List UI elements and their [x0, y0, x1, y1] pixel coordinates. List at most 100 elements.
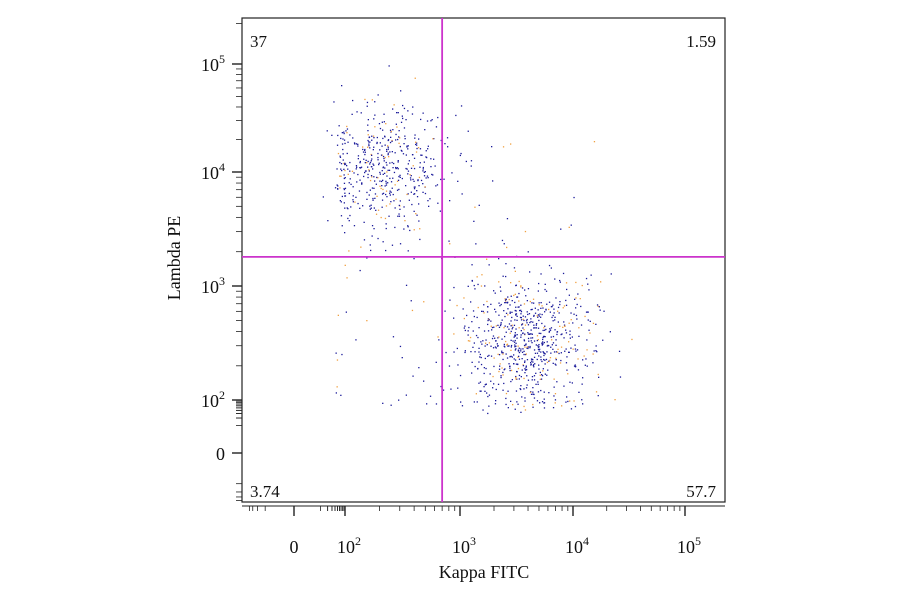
- data-point-300: [384, 217, 387, 220]
- data-point-1076: [491, 329, 493, 331]
- data-point-1200: [541, 360, 543, 363]
- data-point-49: [384, 156, 386, 159]
- data-point-1291: [544, 311, 546, 313]
- data-point-1298: [587, 319, 589, 321]
- data-point-91: [422, 112, 424, 114]
- data-point-832: [513, 324, 516, 326]
- data-point-728: [490, 303, 492, 305]
- data-point-697: [473, 284, 475, 287]
- data-point-817: [516, 319, 518, 321]
- data-point-309: [433, 138, 435, 140]
- data-point-969: [481, 343, 483, 345]
- data-point-492: [368, 169, 370, 171]
- data-point-1353: [335, 352, 337, 354]
- data-point-439: [369, 163, 371, 165]
- quadrant-upper-left-percent: 37: [250, 32, 268, 51]
- data-point-1259: [631, 338, 633, 341]
- data-point-886: [540, 302, 542, 304]
- data-point-814: [579, 298, 581, 300]
- data-point-720: [518, 327, 520, 329]
- data-point-1227: [450, 388, 452, 390]
- data-point-369: [384, 135, 386, 137]
- data-point-1105: [575, 365, 577, 368]
- data-point-1145: [494, 337, 496, 339]
- data-point-503: [343, 202, 345, 204]
- data-point-603: [514, 270, 516, 272]
- data-point-67: [402, 104, 404, 107]
- data-point-938: [505, 301, 507, 304]
- data-point-848: [499, 286, 501, 288]
- data-point-628: [509, 312, 511, 314]
- data-point-528: [537, 383, 539, 385]
- data-point-820: [507, 407, 509, 409]
- data-point-144: [362, 151, 365, 153]
- data-point-294: [492, 180, 494, 182]
- data-point-1320: [525, 387, 528, 389]
- data-point-136: [381, 199, 384, 201]
- data-point-1040: [515, 310, 517, 312]
- data-point-460: [378, 123, 381, 125]
- data-point-973: [537, 381, 539, 383]
- data-point-755: [535, 372, 537, 374]
- data-point-122: [407, 193, 409, 195]
- data-point-558: [555, 364, 557, 366]
- data-point-531: [496, 343, 498, 345]
- data-point-783: [598, 306, 600, 308]
- data-point-150: [385, 190, 388, 192]
- data-point-739: [539, 402, 541, 404]
- data-point-1151: [575, 314, 578, 317]
- data-point-1175: [525, 344, 527, 346]
- data-point-1066: [548, 330, 551, 332]
- data-point-772: [504, 325, 506, 327]
- data-point-630: [510, 400, 512, 402]
- data-point-857: [482, 310, 484, 313]
- data-point-245: [404, 138, 406, 140]
- data-point-356: [348, 192, 350, 195]
- data-point-470: [432, 138, 434, 140]
- data-point-1041: [532, 391, 534, 393]
- data-point-754: [473, 401, 475, 403]
- data-point-878: [466, 314, 468, 317]
- data-point-993: [493, 326, 495, 328]
- data-point-275: [398, 213, 400, 215]
- data-point-45: [380, 187, 382, 190]
- data-point-3: [394, 152, 396, 154]
- data-point-362: [372, 135, 375, 137]
- data-point-1089: [480, 285, 483, 287]
- data-point-806: [578, 327, 580, 329]
- data-point-313: [344, 264, 346, 266]
- data-point-382: [396, 126, 398, 128]
- data-point-1335: [510, 143, 512, 145]
- data-point-1299: [504, 302, 506, 304]
- data-point-797: [552, 320, 554, 322]
- data-point-1209: [516, 315, 518, 317]
- data-point-987: [518, 355, 520, 357]
- data-point-448: [425, 156, 427, 158]
- data-point-946: [562, 272, 565, 275]
- data-point-10: [355, 168, 357, 170]
- data-point-700: [502, 275, 504, 277]
- data-point-130: [369, 205, 371, 207]
- data-point-988: [500, 322, 502, 324]
- data-point-596: [503, 343, 505, 346]
- data-point-107: [391, 151, 393, 153]
- data-point-1110: [524, 372, 526, 374]
- data-point-1361: [491, 146, 493, 148]
- data-point-1303: [399, 345, 402, 348]
- data-point-823: [510, 355, 512, 357]
- data-point-1300: [340, 137, 342, 140]
- data-point-790: [559, 325, 561, 327]
- data-point-370: [415, 213, 417, 215]
- data-point-1049: [512, 404, 514, 406]
- data-point-1171: [501, 367, 503, 369]
- data-point-679: [533, 302, 535, 304]
- data-point-1090: [526, 318, 528, 321]
- data-point-905: [498, 354, 501, 356]
- data-point-246: [363, 158, 365, 160]
- data-point-1201: [513, 354, 515, 356]
- data-point-216: [377, 209, 380, 211]
- data-point-415: [375, 213, 378, 215]
- data-point-221: [410, 191, 412, 193]
- data-point-570: [552, 348, 554, 350]
- data-point-584: [507, 296, 509, 298]
